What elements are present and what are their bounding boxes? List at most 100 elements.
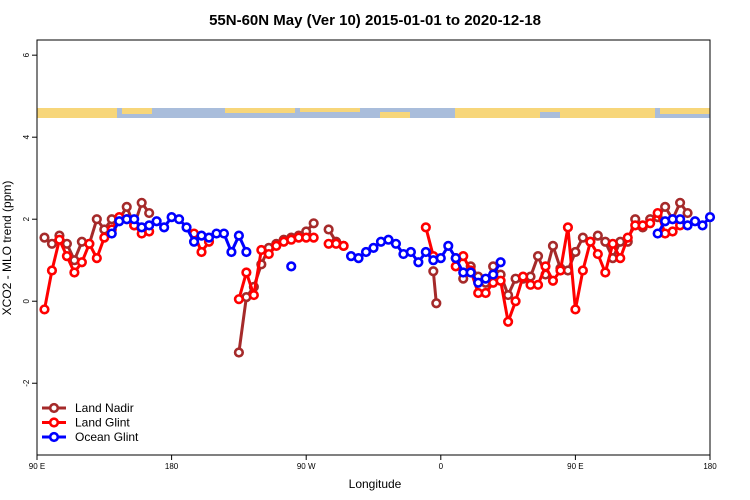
point xyxy=(652,207,663,219)
point xyxy=(136,197,147,208)
point xyxy=(61,238,73,249)
legend-label: Land Glint xyxy=(75,416,130,430)
point xyxy=(532,251,544,262)
point xyxy=(76,257,87,268)
point xyxy=(480,287,491,299)
point xyxy=(106,228,117,239)
point xyxy=(173,214,185,225)
point xyxy=(263,248,274,260)
x-tick-label: 90 E xyxy=(29,462,45,471)
point xyxy=(241,267,252,278)
point xyxy=(144,220,155,231)
point xyxy=(233,294,244,305)
point xyxy=(61,251,73,262)
point xyxy=(338,240,349,251)
point xyxy=(226,246,237,258)
point xyxy=(69,267,80,278)
point xyxy=(159,222,170,233)
point xyxy=(517,271,529,282)
point xyxy=(443,240,454,251)
point xyxy=(121,201,132,213)
point xyxy=(196,246,207,258)
point xyxy=(607,238,618,249)
point xyxy=(308,218,319,229)
point xyxy=(600,267,611,278)
y-axis-label: XCO2 - MLO trend (ppm) xyxy=(0,181,14,316)
point xyxy=(562,222,574,233)
point xyxy=(450,253,461,264)
point xyxy=(241,246,252,258)
point xyxy=(674,214,686,225)
x-tick-label: 90 W xyxy=(297,462,316,471)
legend-label: Ocean Glint xyxy=(75,430,139,444)
legend-marker xyxy=(48,417,60,428)
y-tick-label: 6 xyxy=(22,52,31,57)
point xyxy=(420,222,431,233)
point xyxy=(218,228,230,239)
point xyxy=(667,226,678,237)
point xyxy=(682,220,693,231)
point xyxy=(473,277,484,288)
point xyxy=(248,289,259,301)
point xyxy=(622,232,633,243)
point xyxy=(570,304,581,315)
point xyxy=(203,232,215,243)
point xyxy=(129,214,140,225)
legend-item: Ocean Glint xyxy=(42,430,139,444)
point xyxy=(540,261,551,272)
y-tick-label: 0 xyxy=(22,298,31,303)
point xyxy=(652,228,663,239)
point xyxy=(704,212,716,223)
point xyxy=(91,214,102,225)
point xyxy=(405,246,416,258)
point xyxy=(674,197,686,208)
point xyxy=(532,279,544,290)
point xyxy=(592,230,603,241)
point xyxy=(547,275,559,286)
point xyxy=(353,253,364,264)
point xyxy=(233,347,244,358)
legend-item: Land Glint xyxy=(42,416,130,430)
point xyxy=(99,232,110,243)
point xyxy=(465,267,476,278)
legend-marker xyxy=(48,402,60,414)
point xyxy=(256,244,267,256)
point xyxy=(570,246,581,258)
point xyxy=(323,224,334,235)
point xyxy=(510,296,521,307)
point xyxy=(592,248,603,260)
chart-title: 55N-60N May (Ver 10) 2015-01-01 to 2020-… xyxy=(209,12,541,29)
point xyxy=(697,220,708,231)
point xyxy=(577,232,588,243)
point xyxy=(233,230,244,241)
point xyxy=(181,222,192,233)
point xyxy=(682,207,693,219)
point xyxy=(428,266,439,277)
point xyxy=(585,236,596,247)
x-tick-label: 0 xyxy=(439,462,444,471)
point xyxy=(435,253,446,264)
point xyxy=(689,216,701,227)
point xyxy=(151,216,162,227)
map-strip xyxy=(37,108,710,118)
point xyxy=(308,232,319,243)
point xyxy=(91,253,102,264)
point xyxy=(368,242,379,254)
point xyxy=(54,234,65,245)
point xyxy=(46,238,58,249)
point xyxy=(383,234,394,245)
x-axis-label: Longitude xyxy=(349,477,402,491)
point xyxy=(390,238,402,249)
point xyxy=(39,232,50,243)
point xyxy=(547,240,559,251)
point xyxy=(39,304,50,315)
point xyxy=(660,201,671,213)
point xyxy=(144,207,155,219)
legend-item: Land Nadir xyxy=(42,401,134,415)
point xyxy=(271,240,282,251)
point xyxy=(488,269,499,280)
point xyxy=(431,298,442,309)
point xyxy=(503,289,514,301)
point xyxy=(577,265,588,276)
